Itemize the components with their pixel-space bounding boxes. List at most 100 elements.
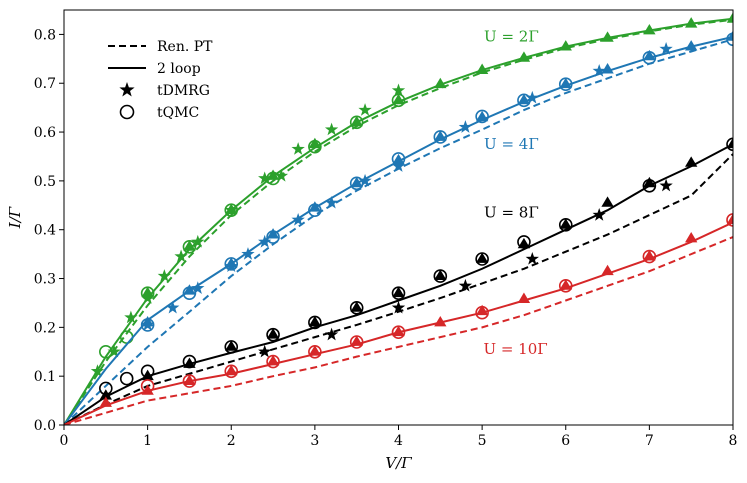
legend-entry: tQMC	[119, 104, 199, 121]
x-tick-label: 7	[645, 433, 654, 449]
tqmc-point	[558, 218, 573, 232]
triangle-point	[517, 93, 531, 105]
y-tick-label: 0.8	[34, 27, 56, 43]
x-tick-label: 4	[394, 433, 403, 449]
tqmc-point	[517, 235, 531, 249]
triangle-point	[392, 153, 405, 165]
triangle-point	[392, 286, 405, 298]
tdmrg-point	[191, 281, 205, 294]
tdmrg-point	[258, 171, 272, 185]
tqmc-point	[224, 340, 239, 354]
series-1	[64, 30, 733, 425]
triangle-point	[141, 369, 154, 381]
legend-label: 2 loop	[157, 61, 201, 77]
triangle-point	[517, 51, 531, 62]
triangle-point	[308, 137, 322, 149]
legend-entry: tDMRG	[119, 82, 210, 99]
tdmrg-point	[358, 173, 372, 187]
y-tick-label: 0.4	[34, 223, 56, 239]
triangle-point	[726, 12, 733, 23]
tdmrg-point	[458, 120, 473, 133]
plot-area	[64, 12, 733, 425]
triangle-point	[475, 304, 489, 316]
triangle-point	[266, 228, 280, 239]
legend-label: tDMRG	[157, 83, 210, 99]
tqmc-point	[475, 252, 489, 266]
triangle-point	[475, 252, 489, 263]
tdmrg-point	[458, 278, 473, 292]
tqmc-point	[475, 305, 489, 320]
tqmc-point	[349, 115, 364, 130]
triangle-point	[183, 374, 196, 385]
tdmrg-point	[258, 344, 272, 358]
tqmc-point	[140, 379, 155, 393]
y-tick-label: 0.6	[34, 125, 56, 141]
series-2	[64, 137, 733, 425]
renpt-line	[64, 153, 733, 425]
tqmc-point	[726, 213, 733, 227]
triangle-point	[726, 137, 733, 149]
triangle-point	[350, 301, 363, 312]
tdmrg-point	[391, 83, 406, 97]
y-axis-label: I/Γ	[6, 206, 24, 229]
tdmrg-point	[166, 300, 180, 314]
triangle-point	[183, 240, 196, 251]
tqmc-point	[391, 325, 406, 340]
triangle-point	[601, 63, 614, 74]
tqmc-point	[182, 374, 197, 388]
tdmrg-point	[324, 327, 339, 341]
tdmrg-point	[324, 195, 339, 209]
annotation-0: U = 2Γ	[484, 28, 539, 46]
triangle-point	[601, 264, 614, 276]
triangle-point	[643, 49, 656, 61]
tqmc-point	[224, 257, 239, 271]
y-tick-label: 0.0	[34, 418, 56, 434]
x-tick-label: 2	[227, 433, 236, 449]
tqmc-point	[642, 249, 657, 264]
triangle-point	[559, 279, 572, 290]
triangle-point	[517, 237, 531, 249]
legend-label: Ren. PT	[157, 39, 213, 55]
tqmc-point	[642, 51, 657, 65]
triangle-point	[559, 77, 572, 89]
tqmc-point	[140, 364, 155, 379]
tqmc-point	[391, 93, 406, 108]
triangle-point	[643, 250, 656, 261]
triangle-point	[601, 196, 614, 207]
triangle-point	[308, 315, 322, 327]
tdmrg-point	[241, 247, 255, 260]
tdmrg-point	[592, 64, 606, 77]
triangle-point	[434, 269, 447, 280]
tqmc-point	[475, 109, 489, 124]
triangle-point	[475, 63, 489, 74]
tdmrg-point	[391, 300, 406, 314]
triangle-point	[392, 325, 405, 337]
tqmc-point	[266, 230, 280, 244]
triangle-point	[183, 357, 196, 368]
y-tick-label: 0.1	[34, 369, 56, 385]
triangle-point	[350, 176, 363, 188]
triangle-point	[99, 396, 112, 407]
triangle-point	[685, 40, 698, 51]
series-0	[64, 12, 733, 425]
triangle-point	[141, 384, 154, 395]
triangle-point	[392, 93, 405, 105]
tqmc-point	[266, 354, 280, 369]
y-tick-label: 0.2	[34, 320, 56, 336]
y-tick-label: 0.5	[34, 174, 56, 190]
x-tick-label: 1	[143, 433, 152, 449]
annotation-1: U = 4Γ	[484, 135, 539, 153]
tdmrg-point	[258, 234, 272, 248]
renpt-line	[64, 18, 733, 425]
tdmrg-point	[659, 178, 673, 192]
tqmc-point	[182, 354, 197, 369]
tqmc-point	[224, 364, 239, 379]
triangle-point	[225, 364, 238, 376]
tqmc-point	[349, 335, 364, 349]
x-axis-label: V/Γ	[385, 454, 412, 472]
triangle-point	[643, 24, 656, 35]
triangle-point	[266, 355, 280, 366]
legend: Ren. PT 2 loop tDMRG tQMC	[108, 39, 213, 121]
triangle-point	[475, 110, 489, 122]
